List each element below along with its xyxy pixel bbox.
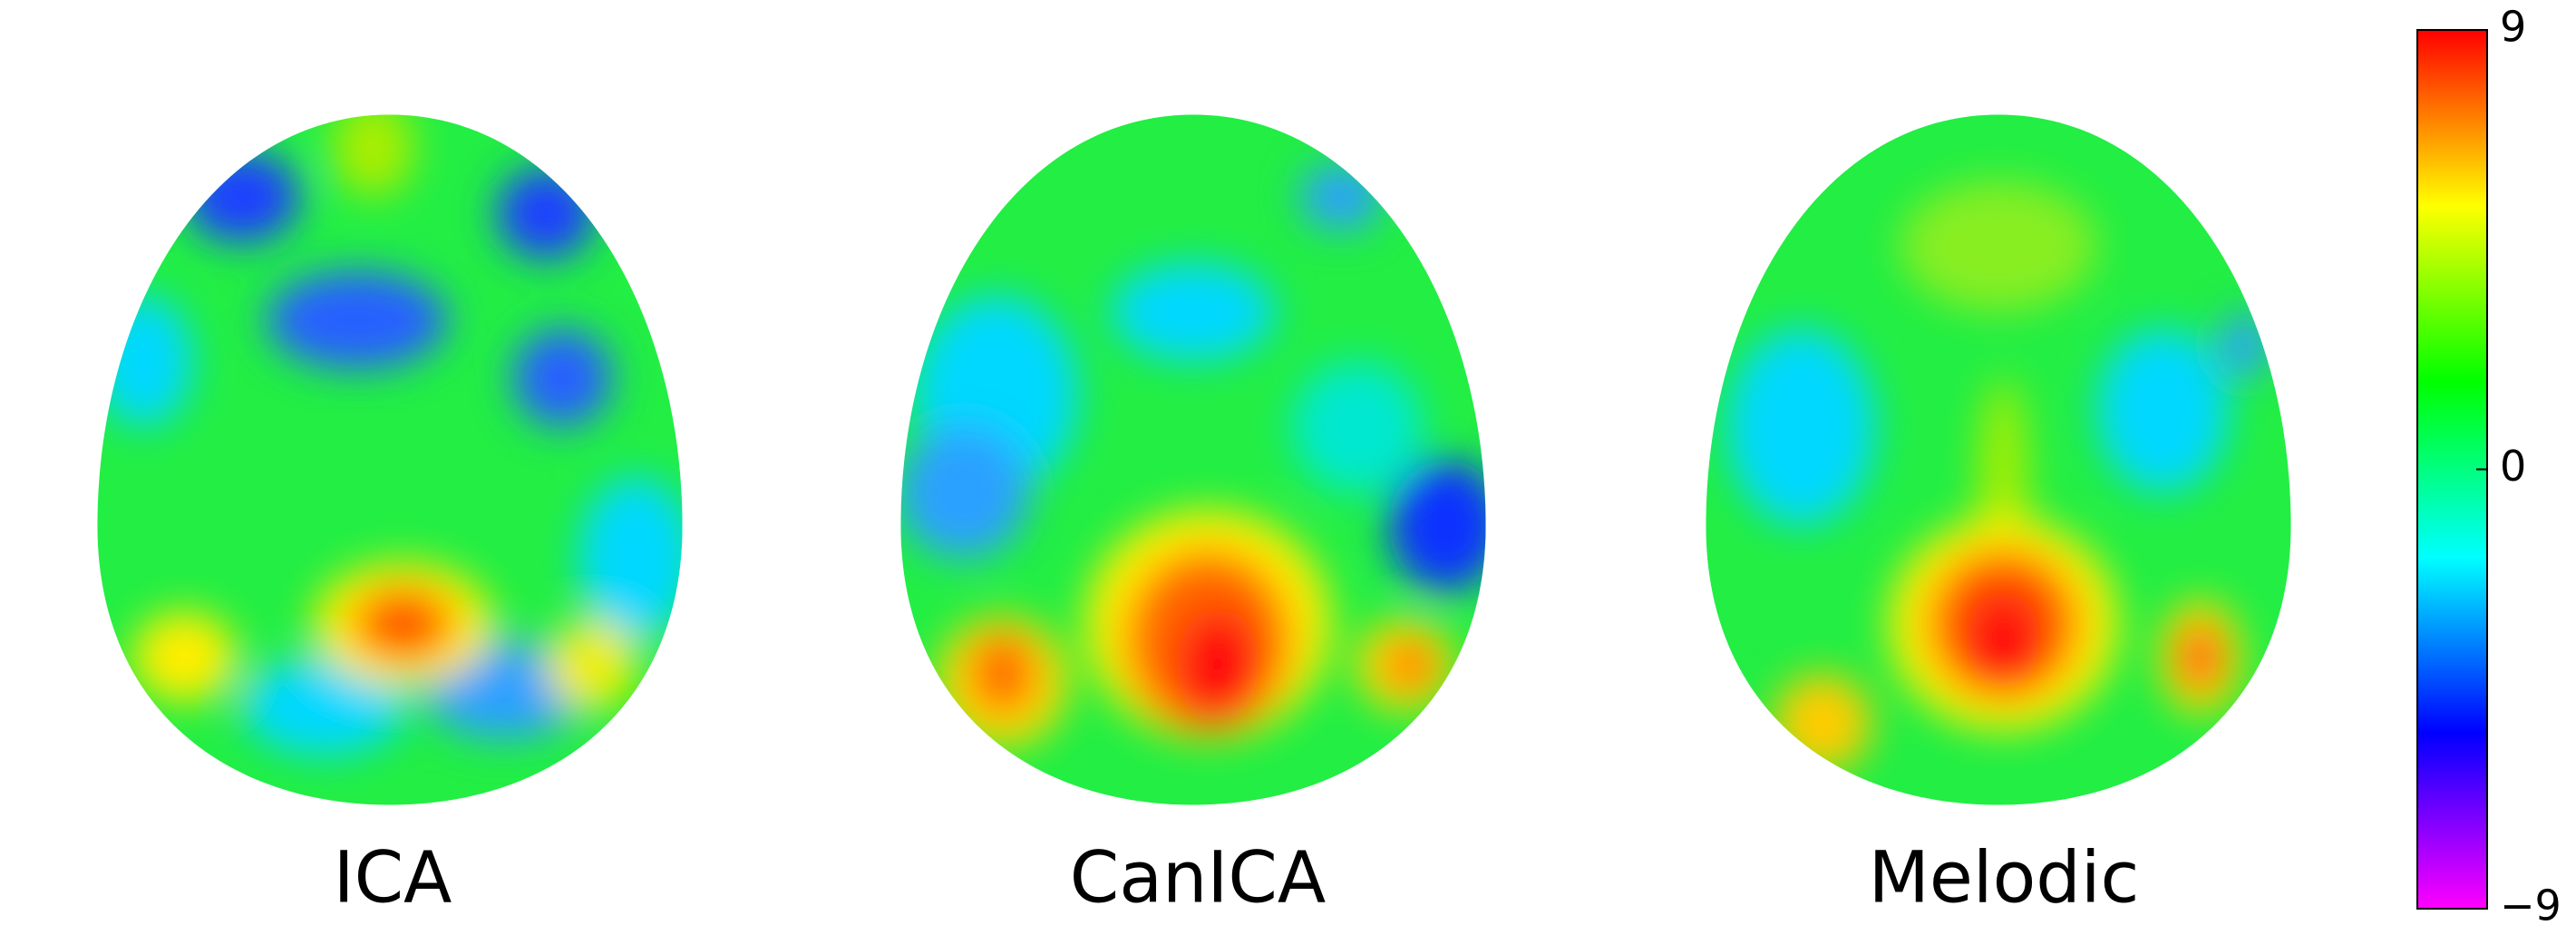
tick-label: 9 [2500, 3, 2526, 52]
tick-label: 0 [2500, 442, 2526, 491]
panel-label: Melodic [1869, 837, 2140, 919]
panel-label: CanICA [1070, 837, 1327, 919]
tick-label: −9 [2500, 881, 2561, 930]
brain-map [900, 114, 1486, 805]
brain-map [97, 114, 683, 805]
panel-label: ICA [334, 837, 452, 919]
brain-map [1706, 114, 2291, 805]
colorbar [2416, 29, 2488, 910]
